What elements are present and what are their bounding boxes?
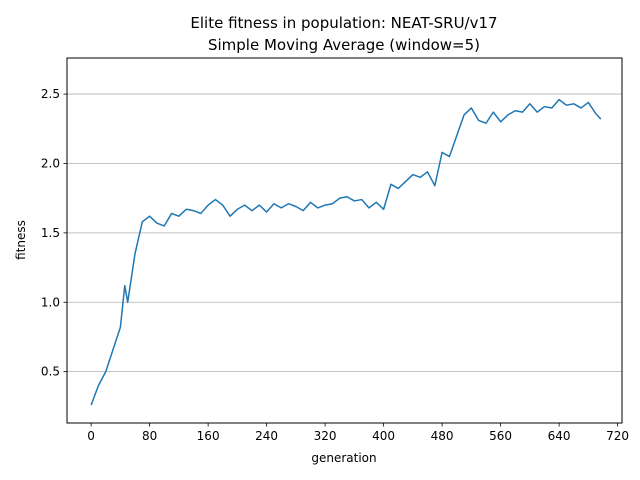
x-tick-label: 240 bbox=[255, 429, 278, 443]
x-tick-label: 480 bbox=[431, 429, 454, 443]
x-tick-label: 80 bbox=[142, 429, 157, 443]
x-axis-ticks: 0 80 160 240 320 400 480 560 640 720 bbox=[87, 423, 629, 443]
plot-area-frame bbox=[66, 57, 623, 424]
x-tick-label: 720 bbox=[606, 429, 629, 443]
x-tick-label: 560 bbox=[489, 429, 512, 443]
y-axis-label: fitness bbox=[14, 220, 28, 260]
chart-title: Elite fitness in population: NEAT-SRU/v1… bbox=[190, 14, 497, 32]
y-tick-label: 2.0 bbox=[41, 156, 60, 170]
y-tick-label: 2.5 bbox=[41, 87, 60, 101]
x-tick-label: 160 bbox=[197, 429, 220, 443]
x-tick-label: 0 bbox=[87, 429, 95, 443]
x-tick-label: 320 bbox=[314, 429, 337, 443]
x-axis-label: generation bbox=[311, 451, 376, 465]
x-tick-label: 400 bbox=[372, 429, 395, 443]
chart-subtitle: Simple Moving Average (window=5) bbox=[208, 36, 480, 54]
y-gridlines bbox=[67, 93, 622, 373]
y-tick-label: 1.5 bbox=[41, 226, 60, 240]
y-tick-label: 1.0 bbox=[41, 295, 60, 309]
series-line bbox=[90, 98, 602, 406]
x-tick-label: 640 bbox=[548, 429, 571, 443]
y-axis-ticks: 0.5 1.0 1.5 2.0 2.5 bbox=[41, 87, 67, 379]
y-tick-label: 0.5 bbox=[41, 365, 60, 379]
